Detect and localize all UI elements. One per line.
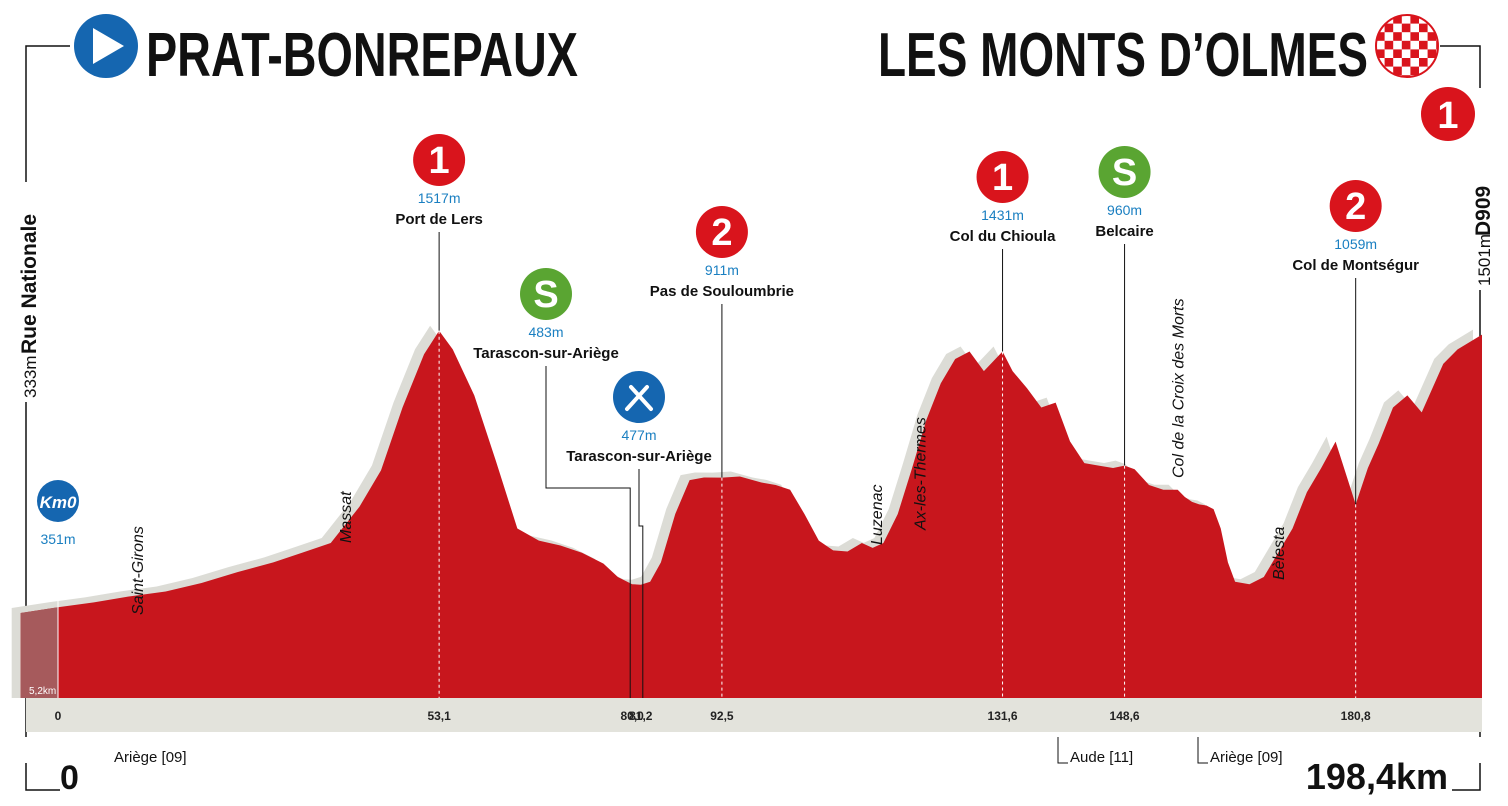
- start-badge: [74, 14, 138, 78]
- marker-layer: 1 1517m Port de Lers S 483m Tarascon-sur-Ariè…: [395, 134, 1419, 698]
- svg-text:Aude [11]: Aude [11]: [1070, 749, 1133, 766]
- poi-sprint: S 483m Tarascon-sur-Ariège: [473, 268, 631, 698]
- poi-altitude: 960m: [1107, 202, 1142, 218]
- town-label: Saint-Girons: [130, 526, 147, 615]
- poi-altitude: 483m: [528, 324, 563, 340]
- poi-name: Col du Chioula: [950, 228, 1056, 245]
- town-label: Bèlesta: [1271, 527, 1288, 580]
- distance-tick: 80,0: [621, 709, 645, 723]
- poi-altitude: 911m: [705, 262, 739, 278]
- finish-road: D909: [1472, 186, 1495, 236]
- km0-label: Km0: [40, 493, 77, 512]
- department-layer: Ariège [09] Aude [11] Ariège [09]: [114, 737, 1283, 766]
- poi-sprint: S 960m Belcaire: [1095, 146, 1154, 698]
- town-label: Luzenac: [869, 485, 886, 546]
- km0-badge: Km0: [37, 480, 79, 522]
- km0-altitude: 351m: [40, 531, 75, 547]
- distance-tick: 148,6: [1110, 709, 1140, 723]
- town-label: Massat: [338, 491, 355, 543]
- profile-layer: [11, 325, 1483, 698]
- distance-tick: 81,2: [629, 709, 653, 723]
- department-label: Ariège [09]: [1197, 737, 1283, 766]
- play-icon: [93, 28, 124, 64]
- department-label: Ariège [09]: [114, 749, 187, 766]
- department-label: Aude [11]: [1057, 737, 1133, 766]
- poi-name: Belcaire: [1095, 223, 1153, 240]
- finish-climb-badge: 1: [1421, 87, 1475, 141]
- poi-name: Tarascon-sur-Ariège: [566, 448, 712, 465]
- neutral-offset-label: 5,2km: [29, 686, 56, 697]
- poi-category: 1: [992, 157, 1013, 199]
- distance-tick: 53,1: [427, 709, 451, 723]
- poi-feed: 477m Tarascon-sur-Ariège: [566, 371, 712, 698]
- start-km-label: 0: [60, 759, 79, 797]
- distance-tick: 180,8: [1341, 709, 1371, 723]
- start-altitude: 333m: [21, 355, 40, 398]
- poi-altitude: 1059m: [1334, 236, 1377, 252]
- finish-flag-icon: [1375, 14, 1439, 78]
- finish-town: LES MONTS D’OLMES: [878, 21, 1368, 90]
- poi-category: 1: [429, 140, 450, 182]
- distance-tick: 92,5: [710, 709, 734, 723]
- poi-category: 2: [711, 212, 732, 254]
- town-label: Ax-les-Thermes: [912, 417, 929, 531]
- start-road: Rue Nationale: [18, 214, 41, 354]
- town-layer: Saint-Girons Massat Luzenac Ax-les-Thermes C…: [130, 298, 1288, 615]
- svg-text:Ariège [09]: Ariège [09]: [114, 749, 187, 766]
- poi-climb: 1 1431m Col du Chioula: [950, 151, 1056, 698]
- poi-name: Col de Montségur: [1292, 257, 1419, 274]
- poi-name: Pas de Souloumbrie: [650, 283, 794, 300]
- elevation-profile: [20, 330, 1483, 698]
- poi-name: Port de Lers: [395, 211, 483, 228]
- finish-altitude: 1501m: [1475, 234, 1494, 286]
- poi-category: S: [533, 274, 558, 316]
- poi-climb: 2 911m Pas de Souloumbrie: [650, 206, 794, 698]
- distance-tick: 131,6: [988, 709, 1018, 723]
- start-road-label: 333m Rue Nationale: [18, 214, 41, 398]
- poi-altitude: 1431m: [981, 207, 1024, 223]
- town-label: Col de la Croix des Morts: [1171, 298, 1188, 478]
- tick-layer: 0 53,1 80,081,2 92,5 131,6 148,6 180,8: [55, 709, 1371, 723]
- svg-text:Ariège [09]: Ariège [09]: [1210, 749, 1283, 766]
- poi-altitude: 477m: [621, 427, 656, 443]
- fork-knife-icon: [625, 385, 653, 411]
- finish-road-label: 1501m D909: [1472, 186, 1495, 286]
- total-distance: 198,4km: [1306, 756, 1448, 797]
- poi-category: S: [1112, 152, 1137, 194]
- poi-name: Tarascon-sur-Ariège: [473, 345, 619, 362]
- distance-axis-band: [26, 698, 1482, 732]
- neutral-zone: [20, 607, 58, 698]
- poi-altitude: 1517m: [418, 190, 461, 206]
- poi-climb: 1 1517m Port de Lers: [395, 134, 483, 698]
- poi-climb: 2 1059m Col de Montségur: [1292, 180, 1419, 698]
- finish-climb-category: 1: [1437, 95, 1458, 137]
- poi-category: 2: [1345, 186, 1366, 228]
- distance-tick: 0: [55, 709, 62, 723]
- start-town: PRAT-BONREPAUX: [146, 21, 578, 90]
